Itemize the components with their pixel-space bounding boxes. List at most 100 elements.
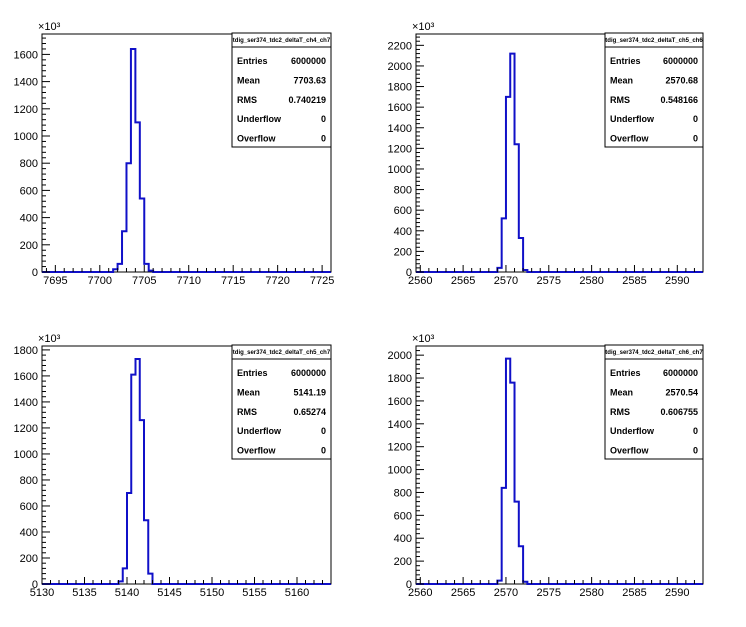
stats-value: 0 bbox=[321, 114, 326, 124]
y-tick-label: 1000 bbox=[388, 164, 412, 176]
x-tick-label: 2570 bbox=[494, 275, 518, 287]
x-tick-label: 2590 bbox=[665, 275, 689, 287]
x-tick-label: 2560 bbox=[408, 275, 432, 287]
y-tick-label: 200 bbox=[394, 246, 412, 258]
y-tick-label: 1600 bbox=[14, 49, 38, 61]
y-tick-label: 1000 bbox=[14, 449, 38, 461]
stats-key: Underflow bbox=[610, 426, 655, 436]
stats-key: Entries bbox=[610, 368, 641, 378]
stats-box-title: tdig_ser374_tdc2_deltaT_ch5_ch7 bbox=[233, 350, 331, 356]
x-tick-label: 7705 bbox=[132, 275, 156, 287]
y-tick-label: 0 bbox=[32, 267, 38, 279]
stats-key: Mean bbox=[610, 387, 633, 397]
stats-value: 0.740219 bbox=[288, 95, 326, 105]
stats-value: 0 bbox=[693, 134, 698, 144]
x-tick-label: 5145 bbox=[157, 587, 181, 599]
y-tick-label: 2000 bbox=[388, 350, 412, 362]
stats-key: Entries bbox=[237, 56, 268, 66]
stats-box: tdig_ser374_tdc2_deltaT_ch6_ch7 Entries 60… bbox=[604, 344, 704, 460]
stats-key: Mean bbox=[237, 75, 260, 85]
y-tick-label: 1200 bbox=[388, 143, 412, 155]
histogram-line bbox=[42, 47, 331, 273]
histogram-pad-2: 2560 2565 2570 2575 2580 2585 2590 0 200 400 600 80… bbox=[388, 21, 704, 287]
stats-box-title: tdig_ser374_tdc2_deltaT_ch4_ch7 bbox=[233, 38, 331, 44]
stats-key: Entries bbox=[237, 368, 268, 378]
stats-box: tdig_ser374_tdc2_deltaT_ch5_ch7 Entries 60… bbox=[231, 344, 332, 460]
stats-value: 2570.54 bbox=[665, 387, 698, 397]
y-tick-label: 400 bbox=[394, 533, 412, 545]
histogram-line bbox=[416, 52, 703, 273]
stats-box-frame bbox=[604, 32, 704, 148]
stats-box-frame bbox=[231, 344, 332, 460]
x-tick-label: 2565 bbox=[451, 275, 475, 287]
stats-key: Underflow bbox=[610, 114, 655, 124]
histogram-line bbox=[42, 358, 331, 585]
x-tick-label: 5135 bbox=[72, 587, 96, 599]
stats-box-title: tdig_ser374_tdc2_deltaT_ch5_ch6 bbox=[605, 38, 703, 44]
x-tick-label: 2575 bbox=[537, 275, 561, 287]
stats-key: Overflow bbox=[237, 134, 277, 144]
y-tick-label: 200 bbox=[20, 240, 38, 252]
y-tick-label: 0 bbox=[406, 579, 412, 591]
stats-value: 7703.63 bbox=[293, 75, 326, 85]
histogram-pad-3: 5130 5135 5140 5145 5150 5155 5160 0 200 400 600 80… bbox=[14, 333, 332, 599]
x-tick-label: 5130 bbox=[30, 587, 54, 599]
y-tick-label: 1000 bbox=[388, 465, 412, 477]
x-tick-label: 7720 bbox=[265, 275, 289, 287]
y-tick-label: 600 bbox=[394, 510, 412, 522]
stats-key: Underflow bbox=[237, 426, 282, 436]
stats-key: RMS bbox=[237, 407, 257, 417]
stats-value: 0 bbox=[321, 134, 326, 144]
stats-value: 0 bbox=[693, 426, 698, 436]
x-tick-label: 2565 bbox=[451, 587, 475, 599]
x-tick-label: 2560 bbox=[408, 587, 432, 599]
stats-value: 0 bbox=[321, 426, 326, 436]
x-tick-label: 7715 bbox=[221, 275, 245, 287]
histogram-line bbox=[416, 357, 703, 585]
y-tick-label: 0 bbox=[406, 267, 412, 279]
y-tick-label: 1800 bbox=[388, 82, 412, 94]
histogram-pad-1: 7695 7700 7705 7710 7715 7720 7725 0 200 400 600 80… bbox=[14, 21, 335, 287]
stats-value: 0 bbox=[693, 114, 698, 124]
y-tick-label: 0 bbox=[32, 579, 38, 591]
y-multiplier-label: ×10³ bbox=[38, 333, 61, 345]
x-tick-label: 5160 bbox=[285, 587, 309, 599]
stats-key: Mean bbox=[610, 75, 633, 85]
y-tick-label: 600 bbox=[20, 185, 38, 197]
stats-value: 0 bbox=[321, 446, 326, 456]
y-multiplier-label: ×10³ bbox=[412, 21, 435, 33]
stats-key: RMS bbox=[610, 407, 630, 417]
y-tick-label: 1800 bbox=[388, 373, 412, 385]
y-tick-label: 2000 bbox=[388, 61, 412, 73]
y-multiplier-label: ×10³ bbox=[412, 333, 435, 345]
stats-value: 6000000 bbox=[663, 56, 698, 66]
stats-value: 6000000 bbox=[291, 56, 326, 66]
stats-box: tdig_ser374_tdc2_deltaT_ch4_ch7 Entries 60… bbox=[231, 32, 332, 148]
stats-value: 6000000 bbox=[291, 368, 326, 378]
stats-key: Overflow bbox=[237, 446, 277, 456]
stats-value: 6000000 bbox=[663, 368, 698, 378]
y-tick-label: 1200 bbox=[388, 442, 412, 454]
y-tick-label: 400 bbox=[394, 226, 412, 238]
x-tick-label: 5155 bbox=[242, 587, 266, 599]
x-tick-label: 7700 bbox=[88, 275, 112, 287]
y-tick-label: 1400 bbox=[14, 397, 38, 409]
x-tick-label: 2570 bbox=[494, 587, 518, 599]
stats-key: Mean bbox=[237, 387, 260, 397]
y-tick-label: 600 bbox=[20, 501, 38, 513]
y-multiplier-label: ×10³ bbox=[38, 21, 61, 33]
x-tick-label: 2580 bbox=[579, 275, 603, 287]
x-tick-label: 7695 bbox=[43, 275, 67, 287]
stats-key: Overflow bbox=[610, 446, 650, 456]
x-tick-label: 2575 bbox=[537, 587, 561, 599]
y-tick-label: 800 bbox=[20, 158, 38, 170]
stats-key: RMS bbox=[610, 95, 630, 105]
y-tick-label: 1200 bbox=[14, 423, 38, 435]
y-tick-label: 1800 bbox=[14, 345, 38, 357]
stats-key: Overflow bbox=[610, 134, 650, 144]
y-tick-label: 200 bbox=[20, 553, 38, 565]
x-tick-label: 2590 bbox=[665, 587, 689, 599]
x-tick-label: 2580 bbox=[579, 587, 603, 599]
